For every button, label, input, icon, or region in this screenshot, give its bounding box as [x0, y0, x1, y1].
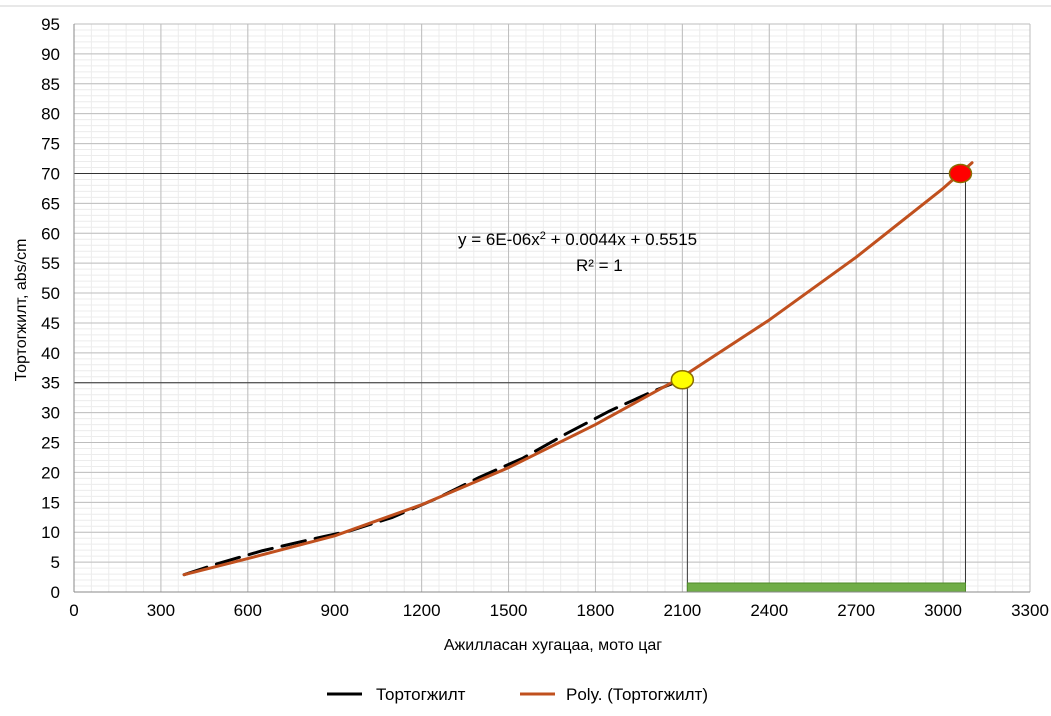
x-tick-label: 1500 — [490, 601, 528, 620]
x-tick-label: 1800 — [577, 601, 615, 620]
y-tick-label: 90 — [41, 45, 60, 64]
trendline-equation: y = 6E-06x2 + 0.0044x + 0.5515 — [458, 230, 697, 249]
x-tick-label: 0 — [69, 601, 78, 620]
minor-grid — [73, 23, 1031, 593]
highlight-bar — [686, 582, 966, 593]
series-line-1 — [182, 378, 684, 577]
y-tick-label: 35 — [41, 374, 60, 393]
y-tick-label: 55 — [41, 254, 60, 273]
y-tick-label: 30 — [41, 404, 60, 423]
y-tick-label: 80 — [41, 105, 60, 124]
y-tick-label: 45 — [41, 314, 60, 333]
x-tick-label: 2100 — [663, 601, 701, 620]
x-tick-label: 3000 — [924, 601, 962, 620]
marker-point-1 — [670, 369, 695, 390]
x-tick-label: 600 — [234, 601, 262, 620]
x-tick-label: 1200 — [403, 601, 441, 620]
y-tick-label: 70 — [41, 164, 60, 183]
legend: Тортогжилт Poly. (Тортогжилт) — [327, 685, 708, 704]
x-tick-label: 3300 — [1011, 601, 1049, 620]
axes — [73, 24, 1030, 593]
legend-label-series-1: Тортогжилт — [376, 685, 466, 704]
legend-label-series-2: Poly. (Тортогжилт) — [566, 685, 708, 704]
marker-point-2 — [948, 163, 973, 184]
y-tick-label: 15 — [41, 493, 60, 512]
y-tick-label: 95 — [41, 15, 60, 34]
y-tick-label: 50 — [41, 284, 60, 303]
y-axis-title: Тортогжилт, abs/cm — [13, 239, 30, 382]
major-grid — [73, 23, 1031, 593]
y-tick-label: 60 — [41, 224, 60, 243]
y-tick-label: 75 — [41, 135, 60, 154]
y-tick-label: 10 — [41, 523, 60, 542]
x-axis-title: Ажилласан хугацаа, мото цаг — [444, 637, 662, 654]
series-lines — [182, 161, 974, 577]
y-tick-label: 65 — [41, 194, 60, 213]
markers — [670, 163, 973, 390]
r-squared: R² = 1 — [576, 256, 623, 275]
y-tick-label: 0 — [51, 583, 60, 602]
y-tick-label: 40 — [41, 344, 60, 363]
x-tick-label: 2400 — [750, 601, 788, 620]
y-tick-label: 5 — [51, 553, 60, 572]
y-tick-label: 25 — [41, 434, 60, 453]
tick-labels: 0 300 600 900 1200 1500 1800 2100 2400 2700 3000 33… — [41, 15, 1049, 620]
reference-lines — [74, 172, 966, 592]
x-tick-label: 2700 — [837, 601, 875, 620]
x-tick-label: 300 — [147, 601, 175, 620]
highlight-bar-rect — [686, 582, 966, 593]
series-line-2 — [182, 161, 974, 577]
x-tick-label: 900 — [321, 601, 349, 620]
y-tick-label: 20 — [41, 463, 60, 482]
y-tick-label: 85 — [41, 75, 60, 94]
